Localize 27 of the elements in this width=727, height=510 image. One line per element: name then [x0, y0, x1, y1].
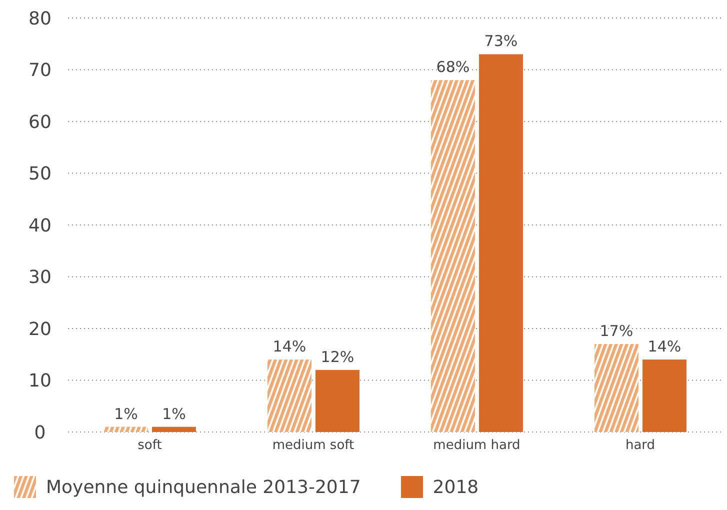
bar: [152, 426, 196, 432]
bar: [478, 54, 523, 432]
y-tick-label: 70: [28, 60, 52, 82]
y-tick-label: 50: [28, 164, 52, 185]
y-tick-label: 80: [28, 8, 52, 30]
y-tick-label: 0: [34, 422, 46, 444]
bar: [315, 370, 360, 432]
x-tick-label: medium hard: [433, 438, 520, 454]
data-label: 73%: [484, 32, 518, 50]
x-tick-label: soft: [138, 438, 162, 454]
data-label: 14%: [272, 338, 306, 356]
bar: [642, 360, 686, 432]
data-label: 12%: [320, 348, 354, 366]
data-label: 68%: [436, 58, 470, 76]
data-label: 17%: [600, 322, 634, 340]
y-tick-label: 30: [28, 267, 52, 288]
x-tick-label: medium soft: [272, 438, 354, 454]
data-label: 14%: [648, 338, 682, 356]
y-tick-label: 60: [28, 112, 52, 133]
y-tick-label: 10: [28, 370, 52, 392]
data-label: 1%: [114, 404, 138, 423]
legend-label: 2018: [432, 476, 479, 498]
y-tick-label: 40: [28, 215, 52, 236]
y-tick-label: 20: [28, 318, 52, 340]
x-tick-label: hard: [625, 438, 656, 454]
data-label: 1%: [162, 404, 186, 423]
legend-label: Moyenne quinquennale 2013-2017: [46, 476, 361, 498]
